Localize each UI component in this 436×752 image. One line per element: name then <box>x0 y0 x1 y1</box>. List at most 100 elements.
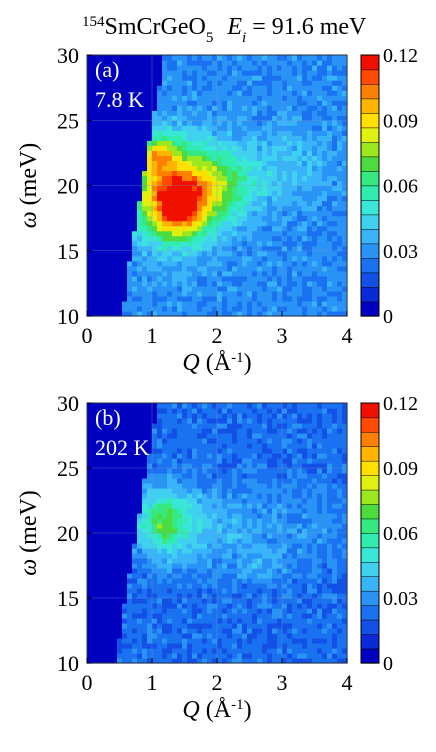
heatmap-cell <box>177 105 183 111</box>
heatmap-cell <box>117 140 123 146</box>
heatmap-cell <box>272 130 278 136</box>
heatmap-cell <box>167 70 173 76</box>
heatmap-cell <box>272 558 278 564</box>
heatmap-cell <box>237 285 243 292</box>
heatmap-cell <box>92 518 98 524</box>
heatmap-cell <box>237 428 243 434</box>
heatmap-cell <box>122 75 128 81</box>
heatmap-cell <box>167 300 173 307</box>
heatmap-cell <box>287 240 293 247</box>
heatmap-cell <box>302 280 308 287</box>
heatmap-cell <box>217 70 223 76</box>
heatmap-cell <box>152 265 158 272</box>
heatmap-cell <box>87 518 93 524</box>
heatmap-cell <box>282 578 288 584</box>
heatmap-cell <box>237 60 243 66</box>
heatmap-cell <box>327 180 333 187</box>
heatmap-cell <box>232 215 238 222</box>
heatmap-cell <box>232 125 238 131</box>
heatmap-cell <box>287 458 293 464</box>
heatmap-cell <box>337 60 343 66</box>
heatmap-cell <box>257 603 263 609</box>
heatmap-cell <box>227 583 233 589</box>
heatmap-cell <box>102 423 108 429</box>
heatmap-cell <box>277 478 283 484</box>
heatmap-cell <box>102 250 108 257</box>
heatmap-cell <box>192 145 198 151</box>
heatmap-cell <box>127 290 133 297</box>
heatmap-cell <box>257 250 263 257</box>
heatmap-cell <box>87 255 93 262</box>
heatmap-cell <box>307 110 313 116</box>
heatmap-cell <box>187 65 193 71</box>
heatmap-cell <box>152 608 158 614</box>
heatmap-cell <box>197 653 203 659</box>
heatmap-cell <box>277 290 283 297</box>
heatmap-cell <box>232 498 238 504</box>
heatmap-cell <box>277 563 283 569</box>
heatmap-cell <box>202 528 208 534</box>
heatmap-cell <box>137 438 143 444</box>
heatmap-cell <box>97 603 103 609</box>
heatmap-cell <box>292 468 298 474</box>
heatmap-cell <box>227 80 233 86</box>
heatmap-cell <box>92 538 98 544</box>
heatmap-cell <box>152 305 158 312</box>
heatmap-cell <box>187 265 193 272</box>
heatmap-cell <box>187 648 193 654</box>
heatmap-cell <box>302 70 308 76</box>
heatmap-cell <box>112 90 118 96</box>
heatmap-cell <box>317 260 323 267</box>
heatmap-cell <box>277 150 283 156</box>
heatmap-cell <box>227 110 233 116</box>
heatmap-cell <box>137 200 143 207</box>
heatmap-cell <box>182 603 188 609</box>
heatmap-cell <box>157 463 163 469</box>
heatmap-cell <box>337 250 343 257</box>
heatmap-cell <box>237 100 243 106</box>
heatmap-cell <box>217 628 223 634</box>
heatmap-cell <box>222 230 228 237</box>
heatmap-cell <box>127 493 133 499</box>
heatmap-cell <box>167 310 173 317</box>
heatmap-cell <box>292 583 298 589</box>
heatmap-cell <box>127 190 133 197</box>
heatmap-cell <box>122 80 128 86</box>
heatmap-cell <box>92 300 98 307</box>
heatmap-cell <box>162 493 168 499</box>
heatmap-cell <box>107 270 113 277</box>
heatmap-cell <box>327 125 333 131</box>
heatmap-cell <box>202 418 208 424</box>
heatmap-cell <box>312 90 318 96</box>
heatmap-cell <box>197 185 203 192</box>
heatmap-cell <box>247 558 253 564</box>
heatmap-cell <box>167 240 173 247</box>
heatmap-cell <box>332 130 338 136</box>
heatmap-cell <box>312 310 318 317</box>
heatmap-cell <box>97 70 103 76</box>
heatmap-cell <box>177 643 183 649</box>
heatmap-cell <box>157 523 163 529</box>
heatmap-cell <box>277 240 283 247</box>
heatmap-cell <box>182 418 188 424</box>
heatmap-cell <box>92 305 98 312</box>
heatmap-cell <box>247 95 253 101</box>
heatmap-cell <box>127 75 133 81</box>
heatmap-cell <box>297 310 303 317</box>
heatmap-cell <box>217 110 223 116</box>
heatmap-cell <box>132 613 138 619</box>
heatmap-cell <box>112 568 118 574</box>
heatmap-cell <box>267 523 273 529</box>
heatmap-cell <box>337 130 343 136</box>
heatmap-cell <box>282 623 288 629</box>
heatmap-cell <box>182 598 188 604</box>
heatmap-cell <box>117 478 123 484</box>
heatmap-cell <box>197 165 203 172</box>
heatmap-cell <box>117 180 123 187</box>
heatmap-cell <box>132 240 138 247</box>
heatmap-cell <box>172 428 178 434</box>
heatmap-cell <box>267 205 273 212</box>
heatmap-cell <box>302 75 308 81</box>
heatmap-cell <box>147 568 153 574</box>
heatmap-cell <box>282 553 288 559</box>
